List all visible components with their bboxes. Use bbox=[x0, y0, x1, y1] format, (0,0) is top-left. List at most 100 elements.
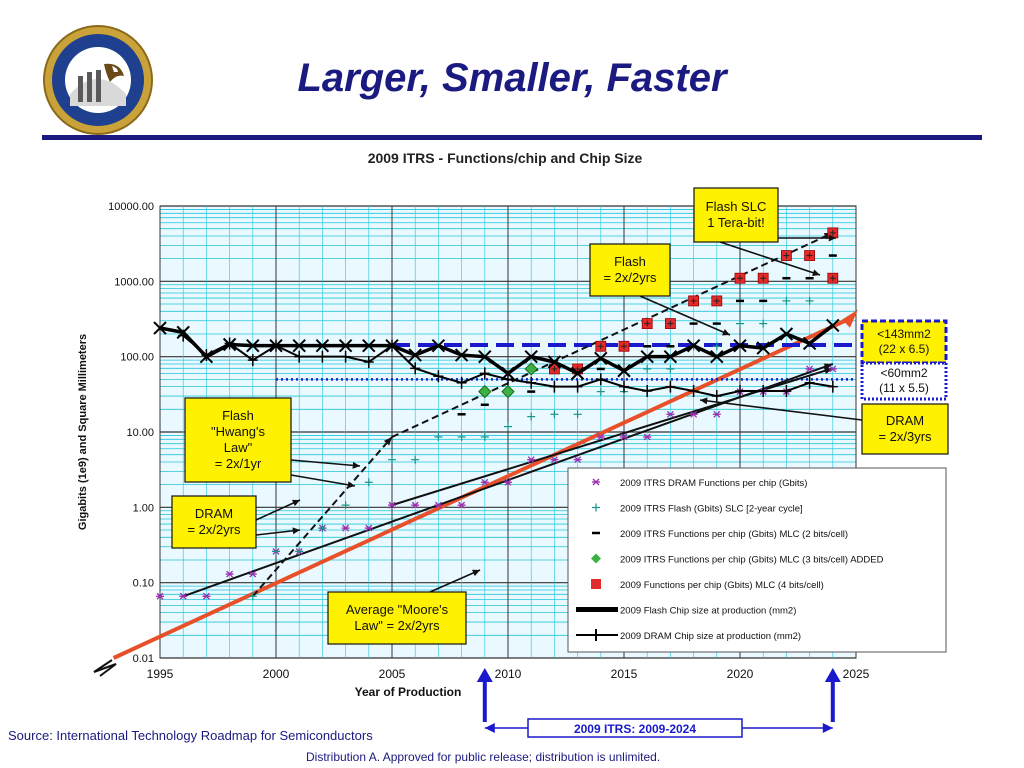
data-point bbox=[317, 350, 328, 363]
annotation-text: = 2x/3yrs bbox=[878, 429, 932, 444]
data-point bbox=[617, 364, 631, 378]
y-tick-label: 100.00 bbox=[120, 352, 154, 364]
data-point bbox=[364, 478, 373, 487]
data-point bbox=[527, 412, 536, 421]
annotation-arrowhead bbox=[722, 328, 730, 336]
axis-break-icon bbox=[93, 659, 117, 677]
moores-law-arrowhead bbox=[842, 309, 858, 328]
data-point bbox=[711, 295, 723, 307]
chart-title: 2009 ITRS - Functions/chip and Chip Size bbox=[368, 150, 643, 166]
data-point bbox=[178, 329, 189, 342]
annotation-text: "Hwang's bbox=[211, 424, 266, 439]
data-point bbox=[433, 370, 444, 383]
legend-label: 2009 DRAM Chip size at production (mm2) bbox=[620, 631, 801, 642]
data-point bbox=[686, 338, 701, 353]
annotation-pointer bbox=[255, 499, 301, 521]
data-point bbox=[781, 250, 792, 261]
x-axis-label: Year of Production bbox=[355, 685, 462, 699]
y-tick-label: 0.01 bbox=[133, 653, 154, 665]
annotation-arrowhead bbox=[347, 481, 355, 489]
data-point bbox=[549, 363, 560, 375]
data-point bbox=[318, 524, 327, 533]
data-point bbox=[711, 390, 722, 403]
data-point bbox=[294, 350, 305, 363]
annotation-arrowhead bbox=[292, 499, 300, 507]
annotation-text: DRAM bbox=[886, 413, 924, 428]
data-point bbox=[643, 433, 652, 441]
title-divider bbox=[42, 135, 982, 140]
annotation-text: Flash SLC bbox=[706, 199, 767, 214]
x-tick-label: 2020 bbox=[727, 667, 754, 681]
annotation-text: (11 x 5.5) bbox=[879, 381, 929, 395]
data-point bbox=[689, 410, 698, 418]
annotation-text: Law" = 2x/2yrs bbox=[354, 618, 440, 633]
y-tick-label: 10000.00 bbox=[108, 201, 154, 213]
legend-item: 2009 DRAM Chip size at production (mm2) bbox=[576, 629, 801, 642]
annotation-text: (22 x 6.5) bbox=[879, 342, 930, 356]
data-point bbox=[779, 327, 794, 341]
data-point bbox=[804, 250, 815, 261]
data-point bbox=[179, 592, 188, 600]
data-point bbox=[504, 478, 512, 486]
annotation-box bbox=[171, 495, 257, 549]
legend-label: 2009 Functions per chip (Gbits) MLC (4 b… bbox=[620, 580, 824, 591]
legend-label: 2009 Flash Chip size at production (mm2) bbox=[620, 606, 796, 617]
data-point bbox=[665, 380, 676, 393]
data-point bbox=[643, 364, 652, 373]
annotation-box bbox=[693, 187, 779, 243]
data-point bbox=[712, 410, 721, 418]
data-point bbox=[271, 339, 281, 352]
data-point bbox=[480, 432, 489, 441]
legend-item: 2009 ITRS Flash (Gbits) SLC [2-year cycl… bbox=[592, 503, 803, 515]
annotation-text: 1 Tera-bit! bbox=[707, 215, 765, 230]
data-point bbox=[549, 380, 560, 393]
annotation-arrowhead bbox=[472, 569, 480, 577]
annotation-pointer bbox=[639, 295, 731, 336]
data-point bbox=[524, 349, 538, 364]
data-point bbox=[295, 547, 304, 556]
data-point bbox=[431, 338, 446, 353]
data-point bbox=[618, 340, 630, 352]
trend-lines bbox=[182, 231, 834, 598]
legend-item: 2009 ITRS DRAM Functions per chip (Gbits… bbox=[592, 478, 807, 489]
data-point bbox=[805, 365, 814, 373]
data-point bbox=[782, 296, 791, 305]
series bbox=[248, 274, 837, 601]
data-point bbox=[248, 592, 257, 601]
trend-line bbox=[391, 231, 834, 438]
data-series bbox=[153, 227, 840, 601]
annotation-pointer bbox=[255, 529, 301, 536]
data-point bbox=[620, 433, 628, 441]
data-point bbox=[827, 272, 839, 284]
annotation-flash-2x2: Flash= 2x/2yrs bbox=[589, 243, 671, 297]
air-force-chief-scientist-seal bbox=[43, 25, 153, 135]
data-point bbox=[666, 364, 675, 373]
data-point bbox=[340, 350, 351, 363]
data-point bbox=[573, 410, 582, 419]
annotation-pointer bbox=[290, 459, 361, 467]
data-point bbox=[526, 376, 537, 389]
data-point bbox=[479, 367, 490, 380]
data-point bbox=[547, 355, 562, 369]
data-point bbox=[826, 318, 840, 333]
data-point bbox=[388, 501, 396, 509]
data-point bbox=[642, 385, 653, 398]
data-point bbox=[666, 410, 675, 418]
data-point bbox=[315, 338, 330, 353]
data-point bbox=[735, 385, 745, 398]
annotation-box bbox=[184, 397, 292, 483]
data-point bbox=[338, 338, 353, 353]
data-point bbox=[156, 592, 164, 600]
series bbox=[549, 227, 839, 375]
data-point bbox=[524, 362, 538, 376]
range-arrow-left bbox=[484, 723, 495, 733]
annotation-box bbox=[860, 319, 948, 365]
legend-item: 2009 ITRS Functions per chip (Gbits) MLC… bbox=[592, 529, 848, 540]
annotation-text: Flash bbox=[222, 408, 254, 423]
data-point bbox=[202, 592, 211, 600]
y-axis-label: Gigabits (1e9) and Square Millimeters bbox=[77, 334, 89, 530]
data-point bbox=[595, 373, 606, 386]
